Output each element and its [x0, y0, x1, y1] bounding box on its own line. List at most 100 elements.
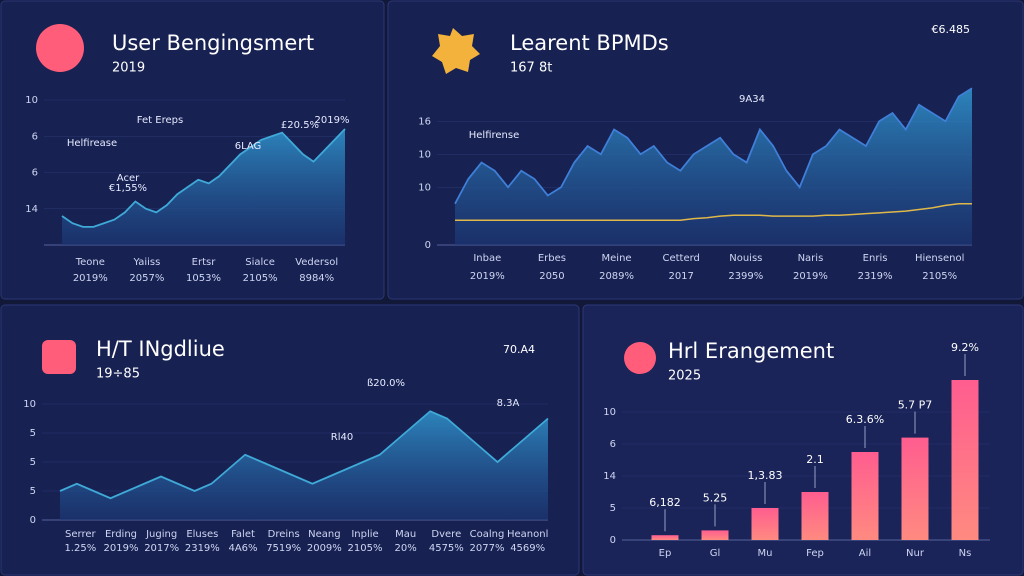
y-tick-label: 0 — [425, 240, 431, 251]
x-tick-value: 2089% — [599, 271, 634, 282]
x-tick-label: Ns — [959, 548, 972, 559]
x-tick-value: 2050 — [539, 271, 564, 282]
x-tick-value: 2399% — [728, 271, 763, 282]
x-tick-value: 2319% — [858, 271, 893, 282]
bar — [951, 380, 979, 540]
y-tick-label: 5 — [610, 503, 616, 514]
annotation: 8.3A — [497, 398, 520, 409]
corner-label: €6.485 — [932, 23, 971, 36]
x-tick-label: Sialce — [245, 257, 275, 268]
y-tick-label: 10 — [418, 149, 431, 160]
x-tick-value: 4569% — [510, 543, 545, 554]
x-tick-label: Coalng — [470, 529, 505, 540]
annotation: 9A34 — [739, 94, 765, 105]
annotation: 2.1 — [806, 453, 824, 466]
y-tick-label: 14 — [25, 204, 38, 215]
area — [455, 88, 972, 245]
x-tick-label: Juging — [145, 529, 177, 540]
y-tick-label: 10 — [603, 407, 616, 418]
y-tick-label: 10 — [418, 182, 431, 193]
y-tick-label: 6 — [32, 131, 38, 142]
annotation: 1,3.83 — [748, 469, 783, 482]
x-tick-label: Ertsr — [192, 257, 217, 268]
x-tick-value: 4575% — [429, 543, 464, 554]
y-tick-label: 0 — [610, 535, 616, 546]
annotation: Rl40 — [331, 432, 353, 443]
x-tick-label: Inbae — [473, 253, 501, 264]
x-tick-label: Teone — [75, 257, 105, 268]
bar — [801, 492, 829, 540]
annotation: £20.5% — [281, 120, 319, 131]
x-tick-value: 2319% — [185, 543, 220, 554]
x-tick-value: 2019% — [104, 543, 139, 554]
bar — [751, 508, 779, 540]
y-tick-label: 10 — [23, 399, 36, 410]
x-tick-value: 2019% — [470, 271, 505, 282]
icon — [36, 24, 84, 72]
panel-title: User Bengingsmert — [112, 31, 314, 55]
x-tick-label: Hiensenol — [915, 253, 964, 264]
x-tick-value: 8984% — [299, 273, 334, 284]
x-tick-value: 2057% — [129, 273, 164, 284]
x-tick-label: Naris — [798, 253, 824, 264]
x-tick-label: Meine — [602, 253, 632, 264]
panel-subtitle: 167 8t — [510, 61, 552, 76]
x-tick-value: 2105% — [922, 271, 957, 282]
annotation: 6.3.6% — [846, 413, 884, 426]
annotation: €1,55% — [109, 183, 147, 194]
y-tick-label: 14 — [603, 471, 616, 482]
x-tick-value: 7519% — [266, 543, 301, 554]
annotation: ß20.0% — [367, 378, 405, 389]
y-tick-label: 10 — [25, 95, 38, 106]
x-tick-label: Eluses — [186, 529, 218, 540]
area — [60, 411, 548, 520]
x-tick-label: Fep — [806, 548, 824, 559]
x-tick-label: Neang — [308, 529, 340, 540]
x-tick-value: 2077% — [470, 543, 505, 554]
x-tick-label: Dreins — [268, 529, 300, 540]
x-tick-label: Cetterd — [662, 253, 699, 264]
x-tick-label: Gl — [710, 548, 721, 559]
x-tick-value: 20% — [395, 543, 417, 554]
x-tick-value: 4A6% — [228, 543, 257, 554]
x-tick-label: Ep — [659, 548, 672, 559]
panel-subtitle: 19÷85 — [96, 367, 140, 382]
x-tick-label: Inplie — [351, 529, 378, 540]
icon — [432, 28, 480, 74]
x-tick-value: 2017 — [668, 271, 693, 282]
annotation: Helfirease — [67, 138, 117, 149]
annotation: 6LAG — [235, 141, 262, 152]
y-tick-label: 5 — [30, 428, 36, 439]
y-tick-label: 0 — [30, 515, 36, 526]
x-tick-label: Yaiiss — [132, 257, 160, 268]
x-tick-value: 1053% — [186, 273, 221, 284]
panel-title: H/T INgdliue — [96, 337, 225, 361]
panel-subtitle: 2019 — [112, 61, 145, 76]
line — [61, 128, 346, 228]
annotation: 6,182 — [649, 496, 681, 509]
annotation: Helfirense — [469, 130, 520, 141]
icon — [42, 340, 76, 374]
x-tick-label: Nouiss — [729, 253, 762, 264]
x-tick-value: 2017% — [144, 543, 179, 554]
x-tick-value: 2105% — [243, 273, 278, 284]
annotation: 5.7 P7 — [898, 399, 933, 412]
x-tick-label: Mu — [758, 548, 773, 559]
x-tick-value: 2019% — [793, 271, 828, 282]
y-tick-label: 6 — [610, 439, 616, 450]
x-tick-value: 2019% — [73, 273, 108, 284]
x-tick-label: Serrer — [65, 529, 96, 540]
x-tick-label: Heanonl — [507, 529, 548, 540]
x-tick-label: Falet — [231, 529, 255, 540]
x-tick-label: Dvere — [431, 529, 461, 540]
y-tick-label: 16 — [418, 116, 431, 127]
bar — [901, 437, 929, 540]
x-tick-label: Enris — [863, 253, 888, 264]
x-tick-label: Erbes — [538, 253, 566, 264]
x-tick-label: Erding — [105, 529, 137, 540]
annotation: Fet Ereps — [137, 115, 183, 126]
x-tick-label: Ail — [859, 548, 871, 559]
annotation: 9.2% — [951, 341, 979, 354]
panel-title: Hrl Erangement — [668, 339, 834, 363]
